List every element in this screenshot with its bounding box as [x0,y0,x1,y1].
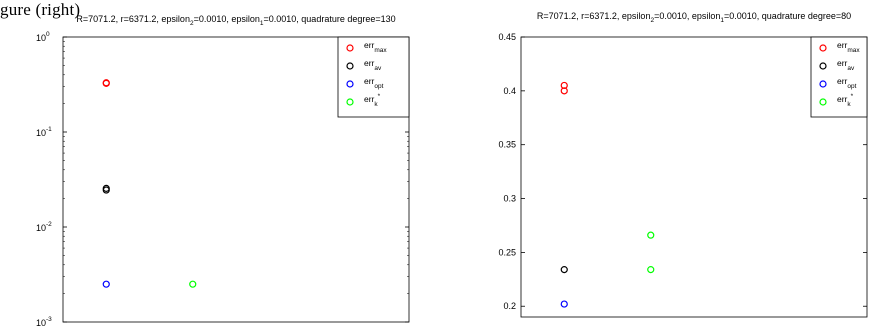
y-tick-label: 0.25 [498,247,516,257]
legend-label-max: errmax [837,40,860,54]
legend-box [337,36,410,118]
data-point-k [189,280,197,288]
legend-marker [819,44,827,52]
legend-marker [346,62,354,70]
legend-label-k: errk* [837,93,854,108]
plot-frame [62,36,410,323]
y-tick-label: 0.4 [503,86,516,96]
legend-label-av: errav [364,58,382,72]
chart-title: R=7071.2, r=6371.2, epsilon2=0.0010, eps… [537,11,851,24]
y-tick-label: 10-1 [36,126,52,138]
data-point-k [647,266,655,274]
data-point-max [102,79,110,87]
y-tick-label: 0.35 [498,140,516,150]
chart-title: R=7071.2, r=6371.2, epsilon2=0.0010, eps… [76,14,395,27]
legend-marker [819,80,827,88]
legend: errmax errav erropt errk* [337,36,410,118]
legend: errmax errav erropt errk* [810,36,868,118]
legend-label-max: errmax [364,40,387,54]
caption-fragment: gure (right) [0,0,81,19]
legend-marker [346,44,354,52]
data-point-k [647,231,655,239]
data-point-av [102,184,110,192]
y-tick-label: 100 [36,31,50,43]
data-point-max [560,81,568,90]
data-point-opt [560,300,568,308]
chart-1: R=7071.2, r=6371.2, epsilon2=0.0010, eps… [36,14,410,328]
data-point-opt [102,280,110,288]
data-point-max [560,87,568,95]
legend-marker [346,98,354,106]
plot-frame [520,36,868,318]
chart-2: R=7071.2, r=6371.2, epsilon2=0.0010, eps… [498,11,868,318]
y-tick-label: 10-2 [36,221,52,233]
legend-label-opt: erropt [364,76,384,90]
legend-label-k: errk* [364,93,381,108]
y-tick-label: 10-3 [36,316,52,328]
data-point-av [560,266,568,274]
legend-label-av: errav [837,58,855,72]
y-tick-label: 0.3 [503,194,516,204]
y-tick-label: 0.45 [498,32,516,42]
legend-label-opt: erropt [837,76,857,90]
y-tick-label: 0.2 [503,301,516,311]
legend-marker [819,62,827,70]
legend-marker [819,98,827,106]
legend-marker [346,80,354,88]
